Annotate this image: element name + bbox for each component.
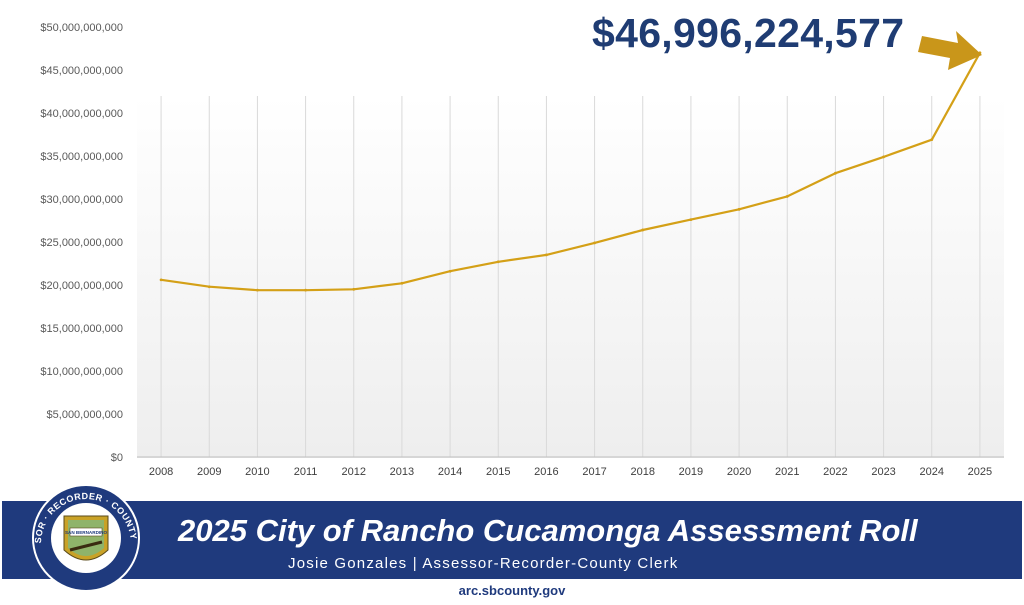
data-point <box>400 281 404 285</box>
y-tick-label: $20,000,000,000 <box>40 280 123 292</box>
value-callout: $46,996,224,577 <box>592 10 905 56</box>
x-tick-label: 2024 <box>920 466 944 478</box>
x-tick-label: 2009 <box>197 466 221 478</box>
footer-banner: 2025 City of Rancho Cucamonga Assessment… <box>2 501 1022 579</box>
gridlines <box>160 96 981 457</box>
data-point <box>304 288 307 292</box>
data-point <box>496 260 500 264</box>
series-line <box>160 52 981 292</box>
x-tick-label: 2023 <box>871 466 895 478</box>
data-point <box>545 253 548 257</box>
data-point <box>641 228 645 232</box>
x-axis: 2008 2009 2010 2011 2012 2013 2014 2015 2016 2017… <box>149 466 992 478</box>
x-tick-label: 2017 <box>582 466 606 478</box>
y-tick-label: $0 <box>111 452 123 464</box>
x-tick-label: 2021 <box>775 466 799 478</box>
data-point <box>593 241 596 245</box>
x-tick-label: 2020 <box>727 466 751 478</box>
x-tick-label: 2019 <box>679 466 703 478</box>
y-tick-label: $35,000,000,000 <box>40 151 123 163</box>
x-tick-label: 2018 <box>631 466 655 478</box>
data-point <box>882 155 885 159</box>
data-point <box>737 207 741 211</box>
x-tick-label: 2012 <box>342 466 366 478</box>
data-point <box>159 278 163 282</box>
data-point <box>256 288 259 292</box>
y-tick-label: $50,000,000,000 <box>40 22 123 34</box>
data-point <box>448 269 452 273</box>
website-link[interactable]: arc.sbcounty.gov <box>458 583 566 598</box>
y-axis: $0 $5,000,000,000 $10,000,000,000 $15,000,0… <box>40 22 123 464</box>
y-tick-label: $40,000,000,000 <box>40 108 123 120</box>
x-tick-label: 2015 <box>486 466 510 478</box>
seal-inner-text: SAN BERNARDINO <box>65 530 108 535</box>
plot-area <box>137 96 1004 458</box>
x-tick-label: 2011 <box>294 466 318 478</box>
y-tick-label: $45,000,000,000 <box>40 65 123 77</box>
banner-title: 2025 City of Rancho Cucamonga Assessment… <box>178 513 918 548</box>
callout-arrow-icon <box>918 31 982 70</box>
data-point <box>689 218 693 222</box>
x-tick-label: 2025 <box>968 466 992 478</box>
data-point <box>930 138 934 142</box>
y-tick-label: $25,000,000,000 <box>40 237 123 249</box>
line-chart: $0 $5,000,000,000 $10,000,000,000 $15,000,0… <box>40 22 1004 478</box>
y-tick-label: $10,000,000,000 <box>40 366 123 378</box>
data-point <box>352 287 356 291</box>
x-tick-label: 2010 <box>245 466 269 478</box>
y-tick-label: $5,000,000,000 <box>47 409 123 421</box>
x-tick-label: 2013 <box>390 466 414 478</box>
data-point <box>785 195 789 198</box>
series-group <box>159 51 982 292</box>
data-point <box>207 285 211 289</box>
banner-subtitle: Josie Gonzales | Assessor-Recorder-Count… <box>288 555 679 572</box>
county-seal-icon: ASSESSOR · RECORDER · COUNTY CLERK SAN B… <box>24 484 140 592</box>
y-tick-label: $30,000,000,000 <box>40 194 123 206</box>
x-tick-label: 2022 <box>823 466 847 478</box>
x-tick-label: 2014 <box>438 466 462 478</box>
x-tick-label: 2008 <box>149 466 173 478</box>
x-tick-label: 2016 <box>534 466 558 478</box>
y-tick-label: $15,000,000,000 <box>40 323 123 335</box>
data-point <box>834 171 837 175</box>
